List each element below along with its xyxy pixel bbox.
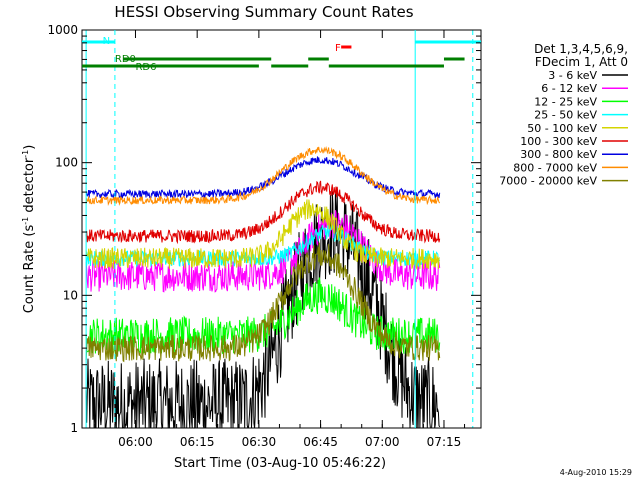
legend-label-4: 25 - 50 keV: [534, 109, 597, 122]
legend-label-3: 12 - 25 keV: [534, 95, 597, 108]
series-line-2: [85, 210, 441, 293]
chart-title: HESSI Observing Summary Count Rates: [114, 3, 413, 21]
x-tick-label-2: 06:15: [180, 435, 215, 449]
series-line-1: [85, 189, 441, 429]
night-flag-label: N: [103, 36, 110, 47]
x-tick-label-1: 06:00: [118, 435, 153, 449]
y-label-main: Count Rate (s: [22, 225, 37, 314]
rd0-flag-label: RD0: [115, 54, 136, 65]
x-ticks: 06:00 06:15 06:30 06:45 07:00 07:15: [93, 30, 466, 449]
flare-flag-label: F: [335, 43, 341, 54]
legend-label-1: 3 - 6 keV: [548, 69, 597, 82]
x-tick-label-5: 07:00: [365, 435, 400, 449]
series-line-5: [85, 199, 441, 271]
series-line-7: [85, 156, 441, 200]
legend-label-7: 300 - 800 keV: [520, 148, 597, 161]
y-label-sup1: -1: [21, 217, 30, 225]
y-tick-label-4: 1000: [47, 23, 78, 37]
legend-label-5: 50 - 100 keV: [527, 122, 597, 135]
series-line-9: [85, 242, 441, 363]
x-tick-label-3: 06:30: [242, 435, 277, 449]
legend-label-8: 800 - 7000 keV: [513, 161, 597, 174]
legend: Det 1,3,4,5,6,9, FDecim 1, Att 0 3 - 6 k…: [499, 42, 628, 188]
legend-header-1: Det 1,3,4,5,6,9,: [534, 42, 628, 56]
y-label-end: ): [22, 145, 37, 150]
legend-label-9: 7000 - 20000 keV: [499, 175, 597, 188]
y-label-sup2: -1: [21, 150, 30, 158]
x-axis-label: Start Time (03-Aug-10 05:46:22): [174, 456, 386, 471]
series-line-8: [85, 145, 441, 207]
legend-label-6: 100 - 300 keV: [520, 135, 597, 148]
rd6-flag-label: RD6: [135, 62, 156, 73]
series-layer: [85, 145, 441, 429]
y-tick-label-2: 10: [63, 288, 78, 302]
legend-label-2: 6 - 12 keV: [541, 82, 597, 95]
y-ticks: 1 10 100 1000: [47, 23, 481, 435]
y-axis-label: Count Rate (s-1 detector-1): [21, 145, 37, 314]
x-tick-label-6: 07:15: [427, 435, 462, 449]
plot-frame: [81, 29, 482, 429]
y-tick-label-1: 1: [70, 421, 78, 435]
y-tick-label-3: 100: [55, 156, 78, 170]
x-tick-label-4: 06:45: [303, 435, 338, 449]
footer-timestamp: 4-Aug-2010 15:29: [560, 468, 632, 477]
legend-header-2: FDecim 1, Att 0: [535, 55, 628, 69]
series-line-6: [85, 180, 441, 245]
y-label-mid: detector: [22, 157, 37, 217]
